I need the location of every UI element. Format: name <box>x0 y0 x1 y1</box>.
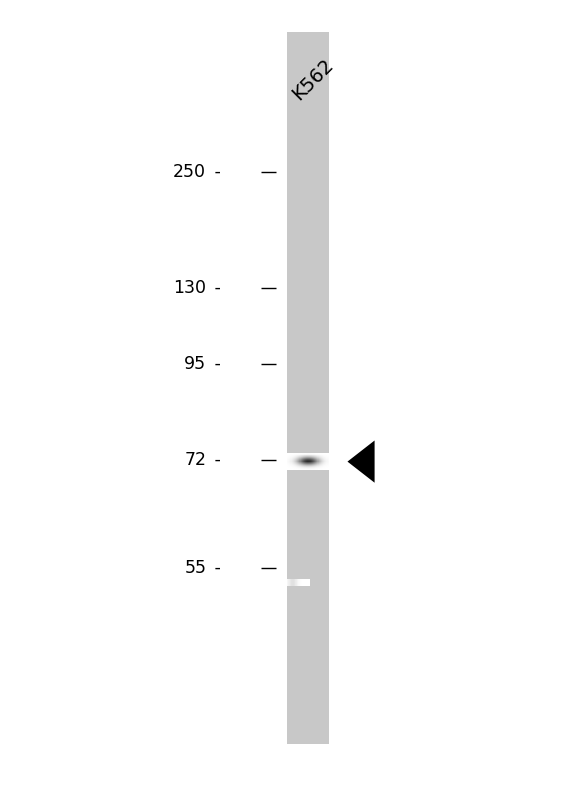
Bar <box>307 579 308 586</box>
Bar <box>291 579 292 586</box>
Bar <box>297 579 298 586</box>
Bar <box>289 579 290 586</box>
Text: 95: 95 <box>184 355 206 373</box>
Bar <box>287 579 288 586</box>
Bar <box>298 579 299 586</box>
Bar <box>290 579 291 586</box>
Bar <box>299 579 300 586</box>
Text: -: - <box>209 451 221 469</box>
Text: -: - <box>209 163 221 181</box>
Text: -: - <box>209 279 221 297</box>
Bar <box>292 579 293 586</box>
Text: 250: 250 <box>173 163 206 181</box>
Bar <box>306 579 307 586</box>
Bar <box>295 579 296 586</box>
Text: 72: 72 <box>184 451 206 469</box>
Bar <box>302 579 303 586</box>
Bar <box>300 579 301 586</box>
Bar <box>304 579 305 586</box>
Bar <box>303 579 304 586</box>
Bar <box>308 579 309 586</box>
Text: -: - <box>209 559 221 577</box>
Bar <box>309 579 310 586</box>
Bar <box>296 579 297 586</box>
Bar <box>288 579 289 586</box>
Text: K562: K562 <box>289 55 337 104</box>
Text: 130: 130 <box>173 279 206 297</box>
Bar <box>287 32 329 744</box>
Bar <box>293 579 294 586</box>
Polygon shape <box>347 441 375 482</box>
Bar <box>294 579 295 586</box>
Text: -: - <box>209 355 221 373</box>
Bar <box>301 579 302 586</box>
Bar <box>305 579 306 586</box>
Text: 55: 55 <box>184 559 206 577</box>
